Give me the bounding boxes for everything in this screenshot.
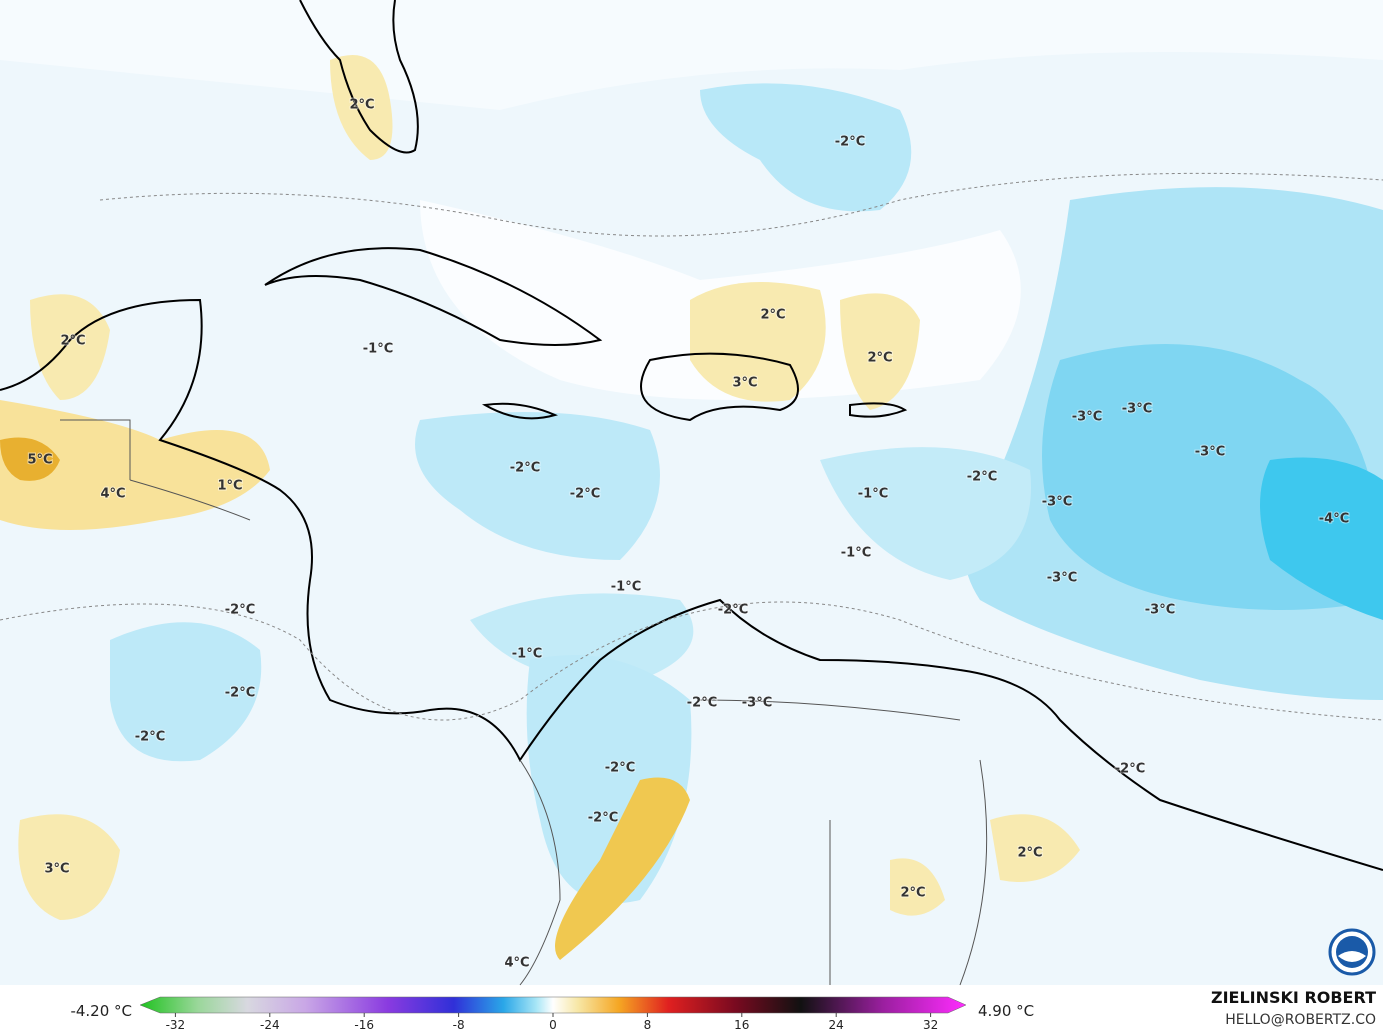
contour-label: 4°C [504, 956, 529, 971]
contour-label: 4°C [100, 487, 125, 502]
contour-label: -1°C [858, 487, 888, 502]
colorbar-tick-label: 0 [549, 1018, 557, 1032]
contour-label: -3°C [1122, 402, 1152, 417]
contour-label: -2°C [135, 730, 165, 745]
contour-labels: 2°C -2°C 2°C 2°C 2°C -1°C 3°C -3°C -3°C -3°C 5°C -2… [26, 97, 1350, 972]
contour-label: 2°C [900, 886, 925, 901]
noaa-logo [1328, 928, 1376, 976]
colorbar-tick-label: -32 [166, 1018, 186, 1032]
contour-label: 3°C [732, 376, 757, 391]
anomaly-fields [0, 55, 1383, 960]
contour-label: -2°C [510, 461, 540, 476]
contour-label: -1°C [841, 546, 871, 561]
contour-label: -1°C [512, 647, 542, 662]
contour-label: -3°C [1042, 495, 1072, 510]
contour-label: 2°C [867, 351, 892, 366]
contour-label: -3°C [1195, 445, 1225, 460]
contour-label: -3°C [742, 696, 772, 711]
colorbar-tick-label: -16 [354, 1018, 374, 1032]
colorbar: -4.20 °C 4.90 °C -32 -24 -16 -8 0 8 16 24 32 [70, 996, 1034, 1032]
contour-label: -2°C [687, 696, 717, 711]
contour-label: -1°C [611, 580, 641, 595]
coastlines [0, 0, 1383, 986]
contour-label: -4°C [1319, 512, 1349, 527]
colorbar-tick-label: 8 [644, 1018, 652, 1032]
colorbar-tick-label: 24 [829, 1018, 844, 1032]
contour-label: -2°C [588, 811, 618, 826]
contour-label: 2°C [349, 98, 374, 113]
colorbar-ramp [139, 996, 967, 1014]
contour-label: -1°C [363, 342, 393, 357]
colorbar-min: -4.20 °C [70, 1002, 132, 1020]
contour-label: -2°C [570, 487, 600, 502]
contours [0, 172, 1383, 721]
contour-label: 2°C [60, 334, 85, 349]
contour-label: -2°C [718, 603, 748, 618]
contour-label: 5°C [27, 453, 52, 468]
contour-label: -2°C [225, 686, 255, 701]
contour-label: 2°C [1017, 846, 1042, 861]
contour-label: -2°C [605, 761, 635, 776]
contour-label: -3°C [1145, 603, 1175, 618]
colorbar-tick-label: -8 [453, 1018, 465, 1032]
credit-contact: HELLO@ROBERTZ.CO [1225, 1012, 1376, 1028]
contour-label: -3°C [1047, 571, 1077, 586]
contour-label: 2°C [760, 308, 785, 323]
contour-label: -2°C [225, 603, 255, 618]
contour-label: 1°C [217, 479, 242, 494]
contour-label: -2°C [967, 470, 997, 485]
colorbar-tick-label: 16 [734, 1018, 749, 1032]
contour-label: -2°C [1115, 762, 1145, 777]
contour-label: -3°C [1072, 410, 1102, 425]
colorbar-max: 4.90 °C [978, 1002, 1034, 1020]
contour-label: -2°C [835, 135, 865, 150]
credit-name: ZIELINSKI ROBERT [1211, 988, 1376, 1007]
colorbar-tick-label: -24 [260, 1018, 280, 1032]
colorbar-tick-label: 32 [923, 1018, 938, 1032]
contour-label: 3°C [44, 862, 69, 877]
